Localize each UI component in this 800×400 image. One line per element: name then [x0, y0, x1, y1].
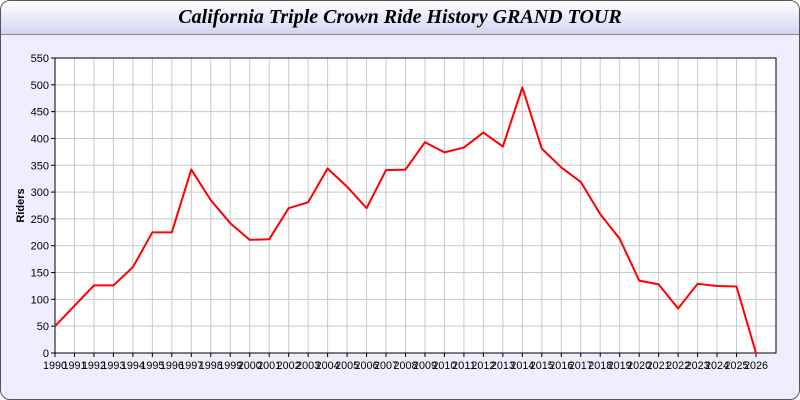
y-axis-label: Riders — [15, 188, 27, 222]
y-tick-label: 450 — [31, 107, 49, 119]
data-point — [424, 141, 426, 144]
x-tick-label: 2018 — [588, 360, 612, 372]
x-tick-label: 2014 — [510, 360, 534, 372]
x-tick-label: 2019 — [608, 360, 632, 372]
data-point — [112, 284, 115, 287]
data-point — [502, 145, 504, 148]
x-tick-label: 2005 — [335, 360, 359, 372]
x-tick-label: 2012 — [471, 360, 495, 372]
data-point — [579, 181, 582, 183]
x-tick-label: 2001 — [257, 360, 281, 372]
data-point — [599, 213, 602, 215]
data-point — [190, 168, 193, 171]
x-tick-label: 2025 — [725, 360, 749, 372]
x-tick-label: 2010 — [432, 360, 456, 372]
data-point — [54, 325, 56, 327]
data-point — [560, 166, 563, 169]
y-tick-label: 150 — [31, 268, 49, 280]
data-point — [209, 199, 212, 201]
title-bar: California Triple Crown Ride History GRA… — [1, 1, 799, 35]
data-point — [521, 86, 524, 89]
y-tick-label: 350 — [31, 160, 49, 172]
data-point — [248, 239, 251, 241]
x-tick-label: 2022 — [666, 360, 690, 372]
x-tick-label: 2017 — [569, 360, 593, 372]
data-point — [677, 307, 679, 310]
x-tick-label: 1994 — [121, 360, 145, 372]
y-tick-label: 550 — [31, 53, 49, 65]
data-point — [657, 283, 660, 286]
data-point — [404, 168, 407, 171]
data-point — [365, 207, 368, 209]
x-tick-label: 1991 — [62, 360, 86, 372]
x-tick-label: 2000 — [238, 360, 262, 372]
x-tick-label: 2009 — [413, 360, 437, 372]
x-tick-label: 2006 — [355, 360, 379, 372]
data-point — [132, 266, 134, 268]
data-point — [229, 222, 232, 224]
data-point — [541, 147, 543, 150]
data-point — [268, 238, 270, 241]
x-tick-label: 2016 — [549, 360, 573, 372]
data-point — [716, 285, 718, 287]
x-tick-label: 2024 — [705, 360, 729, 372]
x-tick-label: 2007 — [374, 360, 398, 372]
plot-area — [55, 58, 776, 353]
data-point — [735, 285, 738, 288]
data-point — [307, 201, 309, 204]
data-point — [482, 131, 485, 134]
x-tick-label: 1998 — [199, 360, 223, 372]
x-tick-label: 2003 — [296, 360, 320, 372]
data-point — [171, 231, 173, 234]
y-tick-label: 400 — [31, 133, 49, 145]
data-point — [696, 283, 699, 285]
x-tick-label: 1993 — [101, 360, 125, 372]
x-tick-label: 2004 — [316, 360, 340, 372]
data-point — [463, 146, 465, 149]
data-point — [443, 151, 446, 154]
data-point — [638, 279, 640, 282]
x-tick-label: 2011 — [452, 360, 476, 372]
x-tick-label: 2002 — [277, 360, 301, 372]
data-point — [151, 231, 154, 234]
x-tick-label: 2023 — [686, 360, 710, 372]
x-tick-label: 2021 — [647, 360, 671, 372]
x-tick-label: 1992 — [82, 360, 106, 372]
y-tick-label: 100 — [31, 294, 49, 306]
data-point — [326, 167, 329, 170]
data-point — [287, 207, 290, 209]
data-point — [755, 352, 757, 354]
x-tick-label: 1997 — [179, 360, 203, 372]
data-point — [93, 284, 95, 287]
y-tick-label: 200 — [31, 241, 49, 253]
x-tick-label: 1999 — [218, 360, 242, 372]
x-tick-label: 2013 — [491, 360, 515, 372]
chart-title: California Triple Crown Ride History GRA… — [178, 6, 622, 28]
y-tick-label: 0 — [43, 348, 49, 360]
y-tick-label: 500 — [31, 80, 49, 92]
data-point — [618, 237, 621, 240]
data-point — [346, 185, 348, 188]
x-tick-label: 2008 — [394, 360, 418, 372]
data-point — [73, 305, 76, 307]
y-tick-label: 50 — [37, 321, 49, 333]
y-tick-label: 300 — [31, 187, 49, 199]
plot-border — [54, 57, 777, 354]
x-tick-label: 1990 — [43, 360, 67, 372]
y-tick-label: 250 — [31, 214, 49, 226]
x-tick-label: 2026 — [744, 360, 768, 372]
x-tick-label: 2020 — [627, 360, 651, 372]
x-tick-label: 1995 — [140, 360, 164, 372]
data-point — [385, 169, 387, 171]
x-tick-label: 2015 — [530, 360, 554, 372]
x-tick-label: 1996 — [160, 360, 184, 372]
